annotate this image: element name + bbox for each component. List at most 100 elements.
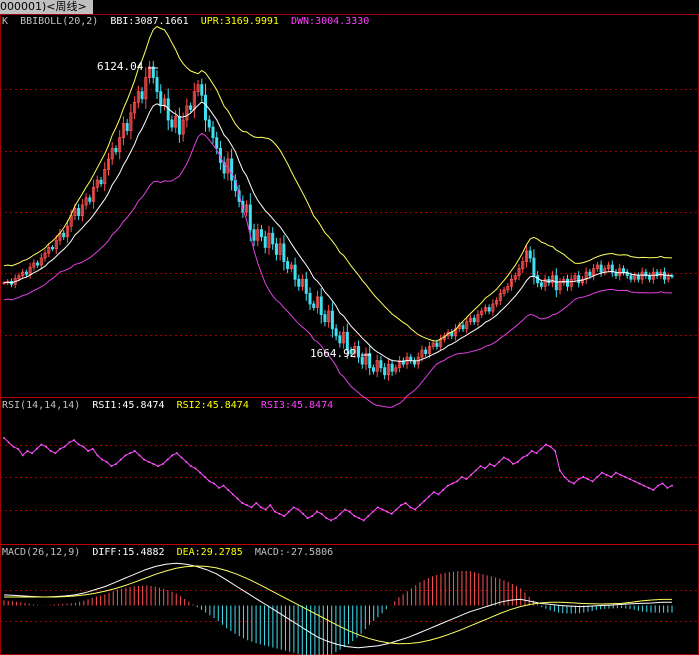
- candle-body: [200, 84, 204, 96]
- rsi-point: [428, 495, 431, 498]
- candle-body: [648, 275, 652, 280]
- candle-body: [304, 278, 308, 294]
- candle-body: [353, 346, 357, 354]
- rsi-point: [572, 482, 575, 485]
- rsi-point: [516, 460, 519, 463]
- rsi-point: [530, 450, 533, 452]
- rsi-point: [119, 458, 122, 461]
- rsi-point: [633, 480, 636, 483]
- rsi-point: [147, 460, 150, 463]
- rsi-point: [12, 445, 15, 448]
- rsi-point: [199, 471, 202, 474]
- candle-body: [517, 268, 521, 277]
- window-title: 000001)<周线>: [0, 0, 93, 14]
- rsi-point: [49, 450, 52, 452]
- candle-body: [248, 204, 252, 231]
- rsi-point: [521, 456, 524, 459]
- rsi-point: [101, 458, 104, 461]
- candle-body: [476, 314, 480, 323]
- rsi-point: [502, 456, 505, 459]
- candle-body: [502, 289, 506, 294]
- candle-body: [439, 338, 443, 347]
- rsi-point: [273, 510, 276, 513]
- candle-body: [368, 353, 372, 369]
- rsi-point: [666, 486, 669, 489]
- candle-body: [319, 296, 323, 316]
- candle-body: [92, 186, 96, 202]
- rsi-point: [325, 517, 328, 520]
- candle-body: [259, 229, 264, 238]
- candle-body: [77, 208, 81, 216]
- rsi-point: [213, 482, 216, 485]
- rsi-point: [152, 463, 155, 465]
- rsi-point: [26, 450, 29, 452]
- candle-body: [215, 137, 219, 149]
- rsi-point: [376, 506, 379, 509]
- rsi-point: [460, 476, 463, 478]
- rsi-point: [31, 452, 34, 455]
- candle-body: [289, 264, 293, 270]
- candle-body: [342, 331, 346, 344]
- candle-body: [409, 356, 413, 362]
- rsi-point: [423, 499, 426, 502]
- candle-body: [62, 232, 66, 238]
- rsi-point: [311, 515, 314, 517]
- candle-body: [334, 328, 338, 337]
- candle-body: [345, 331, 349, 351]
- candle-body: [177, 116, 181, 135]
- candle-body: [95, 179, 99, 188]
- rsi-point: [456, 480, 459, 483]
- candle-body: [375, 360, 379, 372]
- candle-body: [151, 66, 155, 78]
- rsi-point: [596, 476, 599, 478]
- candle-body: [465, 321, 469, 330]
- rsi-point: [582, 476, 585, 478]
- rsi-point: [451, 482, 454, 485]
- candle-body: [144, 77, 148, 100]
- rsi-point: [544, 443, 547, 446]
- macd-panel-header: MACD(26,12,9) DIFF:15.4882 DEA:29.2785 M…: [2, 547, 339, 559]
- candle-body: [315, 296, 319, 308]
- main-panel-header: K BBIBOLL(20,2) BBI:3087.1661 UPR:3169.9…: [2, 16, 375, 28]
- rsi-point: [315, 510, 318, 513]
- candle-body: [468, 317, 473, 323]
- candle-body: [293, 264, 297, 280]
- rsi-point: [526, 454, 529, 457]
- candle-body: [610, 264, 614, 273]
- candle-body: [424, 349, 428, 354]
- candle-body: [65, 225, 69, 238]
- rsi-point: [287, 510, 290, 513]
- rsi-point: [306, 517, 309, 520]
- rsi-point: [348, 510, 351, 513]
- candle-body: [357, 346, 361, 358]
- rsi-point: [418, 504, 421, 507]
- rsi-point: [255, 502, 258, 504]
- rsi-point: [180, 456, 183, 459]
- candle-body: [282, 243, 286, 262]
- rsi-point: [554, 450, 557, 452]
- candle-body: [47, 246, 51, 254]
- candle-body: [595, 264, 599, 270]
- rsi-point: [628, 478, 631, 481]
- candle-body: [136, 91, 140, 103]
- candle-body: [427, 346, 431, 354]
- rsi-point: [269, 504, 272, 507]
- rsi-point: [96, 454, 99, 457]
- candle-body: [203, 94, 208, 121]
- rsi-point: [334, 517, 337, 520]
- candle-body: [140, 91, 144, 100]
- candle-body: [483, 307, 487, 312]
- rsi-point: [250, 506, 253, 509]
- rsi-point: [390, 512, 393, 515]
- candle-body: [110, 147, 114, 160]
- rsi-point: [479, 465, 482, 468]
- candle-body: [383, 367, 387, 376]
- candle-body: [148, 66, 152, 78]
- rsi-point: [217, 486, 220, 489]
- macd-value: MACD:-27.5806: [254, 547, 334, 558]
- candle-body: [241, 200, 245, 213]
- rsi-point: [642, 484, 645, 487]
- candle-body: [237, 190, 241, 202]
- candle-body: [301, 278, 305, 287]
